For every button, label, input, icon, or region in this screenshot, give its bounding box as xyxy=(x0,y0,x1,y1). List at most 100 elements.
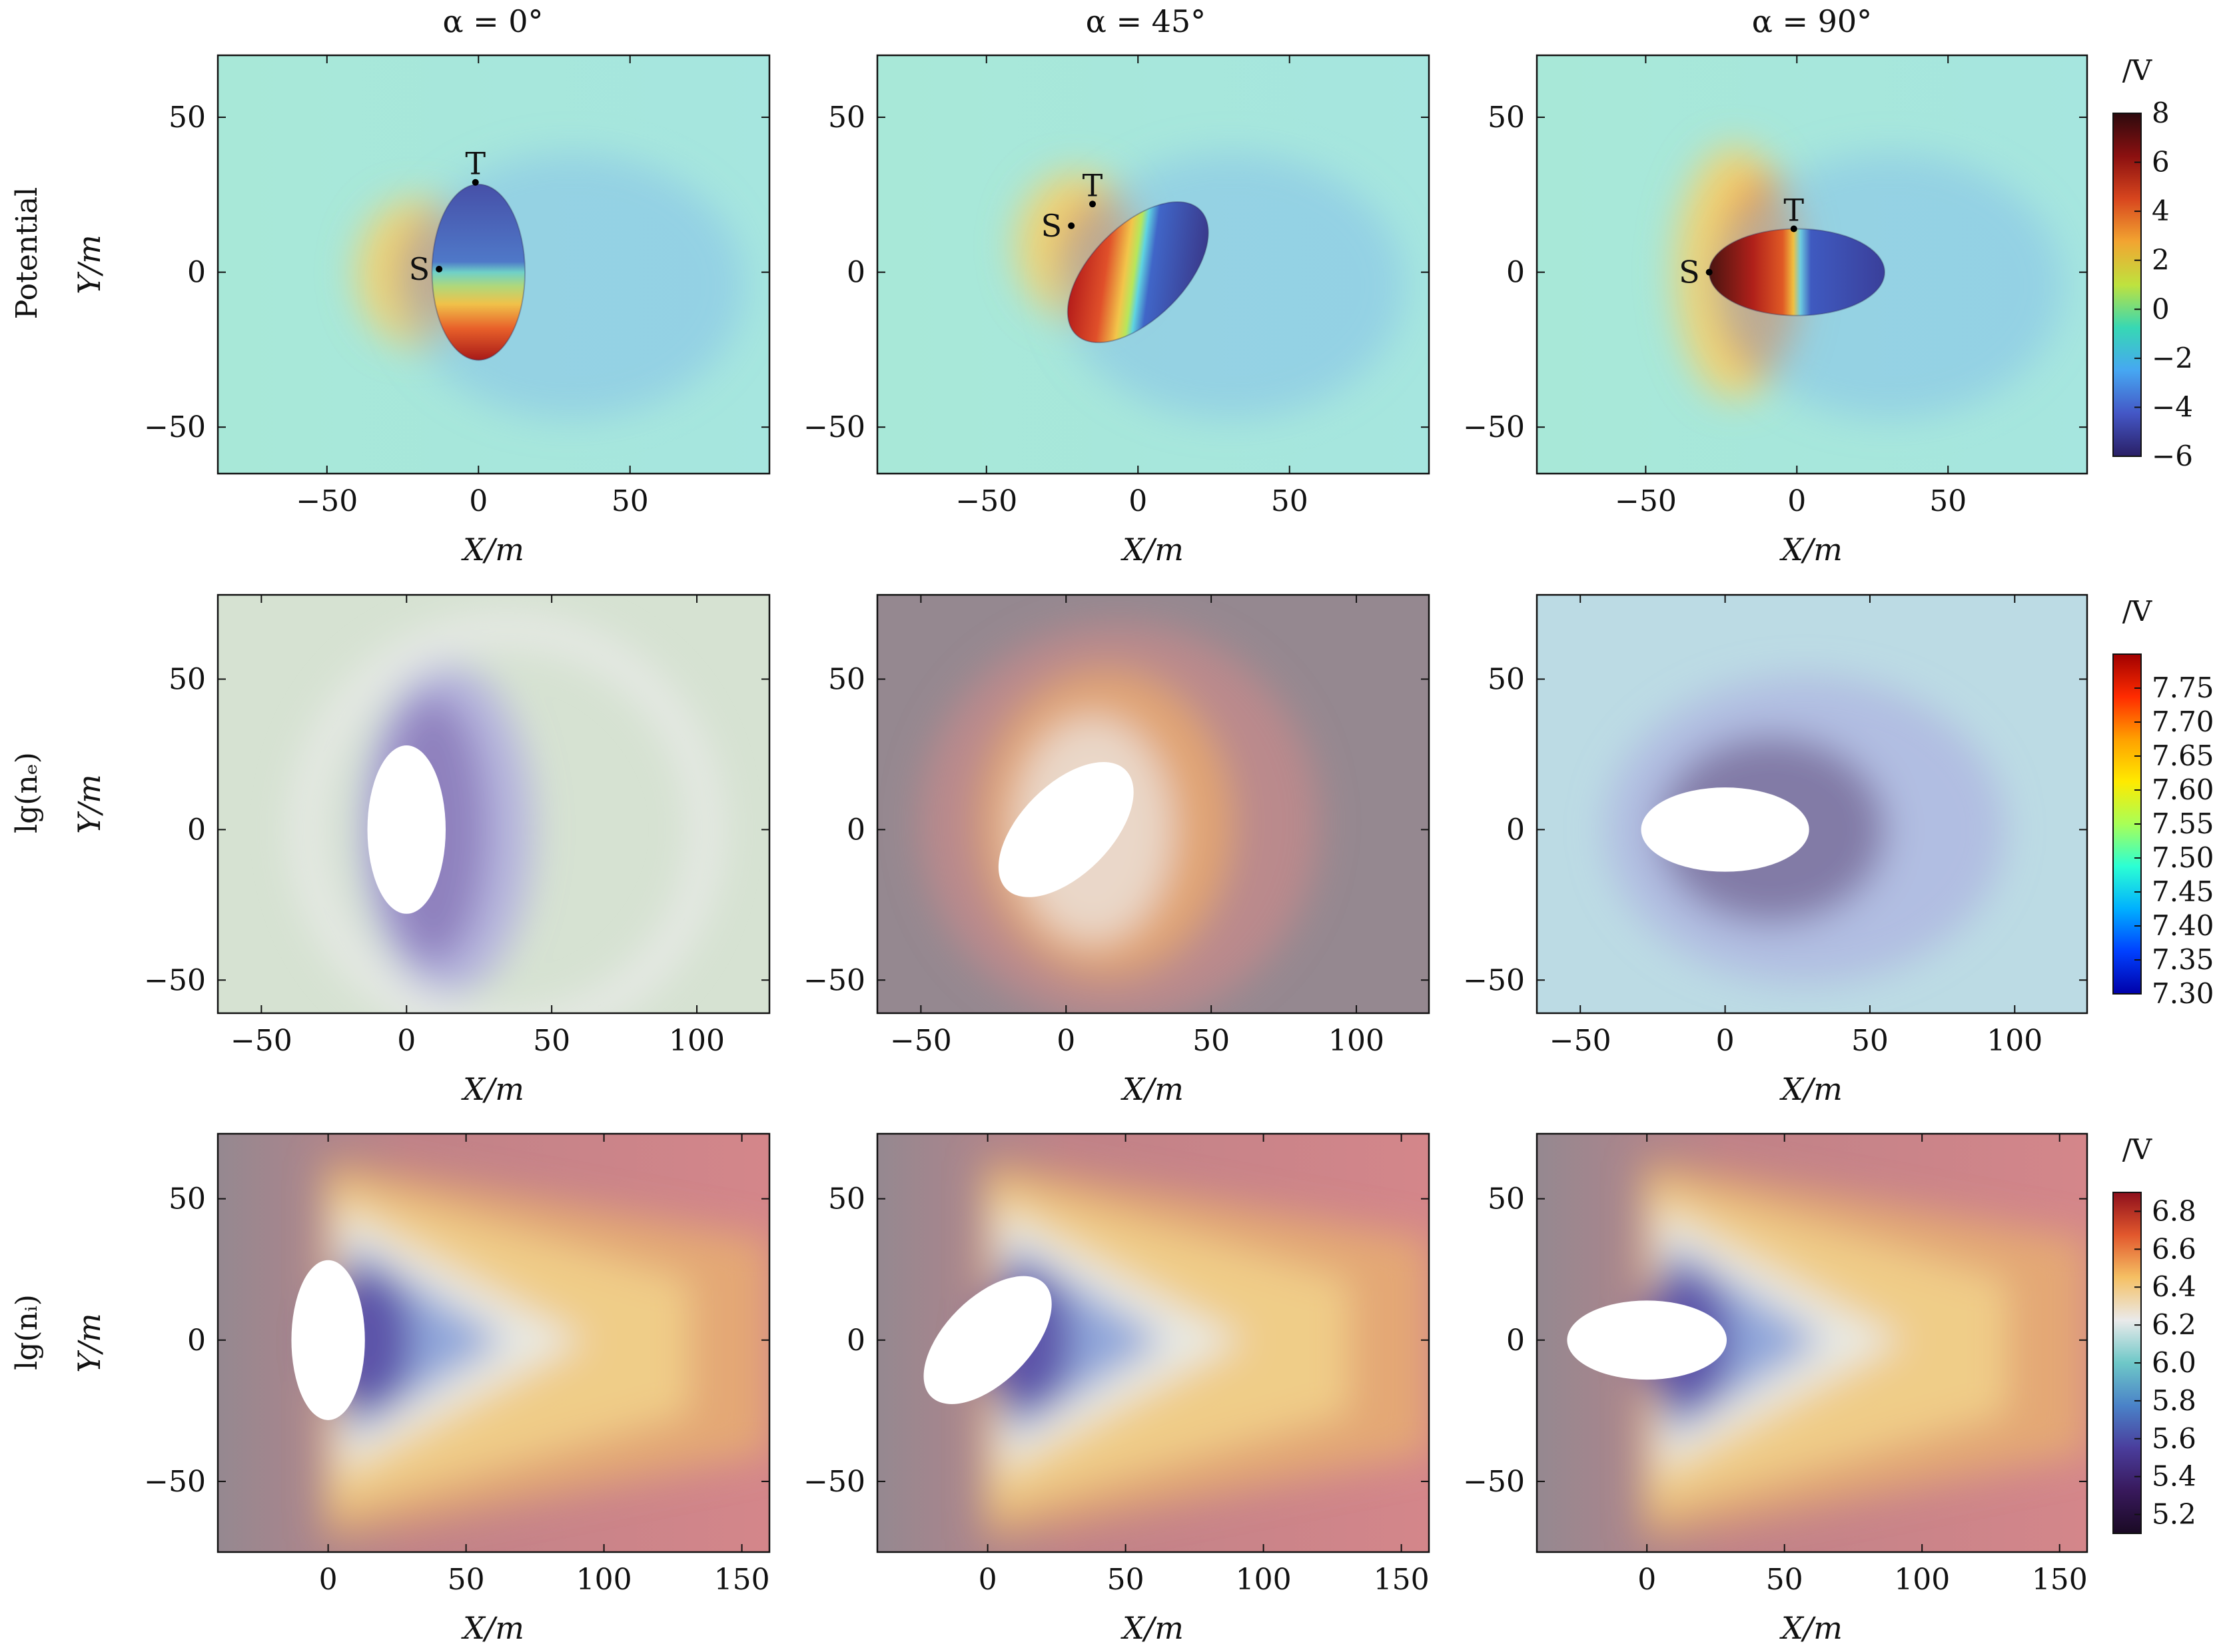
spacecraft-body xyxy=(1567,1300,1727,1380)
marker-dot-t xyxy=(1089,201,1097,208)
x-axis-title: X/m xyxy=(1120,1610,1184,1646)
spacecraft-body xyxy=(998,762,1134,897)
spacecraft-body xyxy=(1067,201,1209,344)
spacecraft-body xyxy=(291,1260,365,1420)
marker-dot-s xyxy=(1068,222,1075,229)
colorbar-3: /V6.8 6.6 6.4 6.2 6.0 5.8 5.6 5.4 5.2 xyxy=(2112,1133,2196,1534)
y-tick-label: 0 xyxy=(847,1324,865,1358)
x-tick-label: 0 xyxy=(469,484,488,518)
plot-frame xyxy=(876,1132,1430,1553)
colorbar-tick-label: 6.6 xyxy=(2152,1232,2196,1265)
colorbar-tick-label: 7.60 xyxy=(2152,773,2214,806)
spacecraft-body xyxy=(1641,787,1809,872)
column-title-alpha-90: α = 90° xyxy=(1752,3,1872,39)
panel-r1-c3: S T −50 0 50 −50 0 50 X/m xyxy=(1463,54,2088,568)
colorbar-unit-label: /V xyxy=(2122,595,2152,627)
panel-r1-c1: S T −50 0 50 −50 0 50 X/m Y/m xyxy=(71,54,771,568)
x-tick-label: 100 xyxy=(669,1024,725,1058)
x-tick-label: 50 xyxy=(533,1024,570,1058)
panel-r3-c2: 0 50 100 150 −50 0 50 X/m xyxy=(803,1132,1430,1646)
x-axis-title: X/m xyxy=(1779,1610,1843,1646)
colorbar-tick-label: 7.65 xyxy=(2152,739,2214,772)
y-tick-label: −50 xyxy=(803,963,865,997)
heatmap-field xyxy=(1537,595,2087,1013)
colorbars-group: /V86420−2−4−6/V7.757.707.657.607.557.507… xyxy=(2112,54,2214,1534)
heatmap-field xyxy=(218,595,769,1013)
colorbar-2: /V 7.757.707.657.607.557.507.457.407.357.… xyxy=(2112,595,2214,1010)
x-tick-label: 0 xyxy=(319,1563,338,1597)
y-tick-label: −50 xyxy=(144,1465,206,1499)
colorbar-tick-label: 6 xyxy=(2152,146,2170,179)
spacecraft-body xyxy=(431,183,526,361)
colorbar-tick-label: 7.70 xyxy=(2152,705,2214,738)
x-tick-label: 50 xyxy=(1851,1024,1889,1058)
y-tick-label: 0 xyxy=(847,256,865,290)
heatmap-field xyxy=(218,1134,769,1552)
heatmap-field xyxy=(218,55,769,474)
y-tick-label: −50 xyxy=(144,963,206,997)
colorbar-tick-label: 6.4 xyxy=(2152,1270,2196,1303)
y-tick-label: 0 xyxy=(1506,256,1525,290)
x-tick-label: 50 xyxy=(1766,1563,1803,1597)
x-tick-label: 150 xyxy=(2032,1563,2088,1597)
x-tick-label: 0 xyxy=(1637,1563,1656,1597)
plot-frame xyxy=(217,1132,771,1553)
plot-frame xyxy=(1536,1132,2088,1553)
x-tick-label: −50 xyxy=(890,1024,952,1058)
x-axis-title: X/m xyxy=(1120,1071,1184,1107)
x-tick-label: 50 xyxy=(1929,484,1967,518)
spacecraft-body xyxy=(367,745,446,914)
heatmap-field xyxy=(877,595,1429,1013)
y-tick-label: 0 xyxy=(187,256,206,290)
colorbar-tick-label: 5.8 xyxy=(2152,1384,2196,1417)
y-tick-label: 50 xyxy=(1488,663,1525,697)
y-tick-label: 50 xyxy=(828,1182,865,1216)
colorbar-tick-label: 7.50 xyxy=(2152,841,2214,874)
y-tick-label: 50 xyxy=(169,663,206,697)
x-axis-title: X/m xyxy=(1120,532,1184,568)
x-tick-label: 0 xyxy=(979,1563,997,1597)
row-title-ni: lg(nᵢ) xyxy=(10,1294,44,1370)
marker-label-s: S xyxy=(1679,254,1700,290)
marker-dot-t xyxy=(1790,225,1797,232)
heatmap-field xyxy=(1537,1134,2087,1552)
colorbar-1: /V8 6 4 2 0 −2 −4 −6 xyxy=(2112,54,2193,472)
row-title-ne: lg(nₑ) xyxy=(10,752,44,833)
colorbar-unit-label: /V xyxy=(2122,1133,2152,1166)
y-tick-label: 0 xyxy=(187,813,206,847)
colorbar-tick-label: 6.8 xyxy=(2152,1194,2196,1227)
colorbar-tick-label: 7.30 xyxy=(2152,977,2214,1010)
colorbar-tick-label: 5.4 xyxy=(2152,1460,2196,1493)
column-title-alpha-45: α = 45° xyxy=(1086,3,1206,39)
y-tick-label: 50 xyxy=(169,1182,206,1216)
marker-label-s: S xyxy=(1041,208,1063,244)
wake-structure xyxy=(318,1160,769,1540)
colorbar-tick-label: 6.0 xyxy=(2152,1346,2196,1379)
colorbar-tick-label: 0 xyxy=(2152,292,2170,325)
y-tick-label: −50 xyxy=(803,410,865,444)
x-tick-label: 100 xyxy=(1987,1024,2042,1058)
panel-r3-c3: 0 50 100 150 −50 0 50 X/m xyxy=(1463,1132,2088,1646)
colorbar-tick-label: 7.40 xyxy=(2152,909,2214,942)
spacecraft-body xyxy=(923,1276,1052,1404)
plot-frame xyxy=(1536,54,2088,475)
marker-label-t: T xyxy=(465,146,486,182)
x-tick-label: 50 xyxy=(612,484,649,518)
y-axis-title: Y/m xyxy=(71,234,107,294)
x-axis-title: X/m xyxy=(461,1071,524,1107)
x-tick-label: −50 xyxy=(230,1024,292,1058)
x-tick-label: −50 xyxy=(955,484,1017,518)
colorbar-tick-label: 4 xyxy=(2152,195,2170,227)
colorbar-unit-label: /V xyxy=(2122,54,2152,87)
colorbar-tick-label: −6 xyxy=(2152,440,2193,472)
x-axis-title: X/m xyxy=(461,532,524,568)
y-tick-label: −50 xyxy=(1463,410,1525,444)
x-tick-label: 50 xyxy=(1192,1024,1230,1058)
marker-label-t: T xyxy=(1783,193,1804,228)
y-tick-label: 50 xyxy=(1488,1182,1525,1216)
y-tick-label: −50 xyxy=(144,410,206,444)
negative-potential-glow xyxy=(1717,152,2064,419)
